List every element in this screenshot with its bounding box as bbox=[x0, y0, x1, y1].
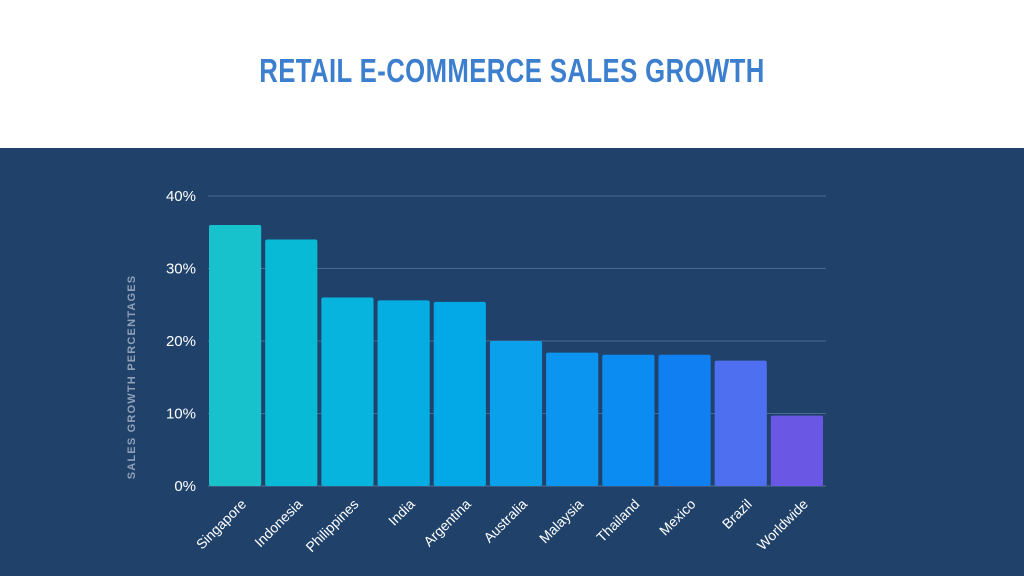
bar-philippines bbox=[321, 297, 374, 486]
x-tick-label: India bbox=[385, 496, 418, 529]
x-tick-label: Mexico bbox=[656, 496, 699, 539]
x-tick-label: Thailand bbox=[593, 496, 642, 545]
bar-brazil bbox=[714, 360, 767, 486]
bar-malaysia bbox=[546, 352, 599, 486]
bar-indonesia bbox=[265, 239, 318, 486]
bar-india bbox=[377, 300, 430, 486]
x-tick-label: Singapore bbox=[193, 496, 250, 553]
x-tick-label: Australia bbox=[480, 496, 530, 546]
x-tick-label: Malaysia bbox=[536, 496, 587, 547]
title-band bbox=[0, 0, 1024, 148]
bar-thailand bbox=[602, 354, 655, 486]
x-tick-label: Brazil bbox=[719, 496, 755, 532]
y-tick-label: 20% bbox=[166, 333, 196, 350]
x-tick-label: Indonesia bbox=[251, 496, 305, 550]
x-tick-label: Philippines bbox=[302, 496, 361, 555]
y-tick-label: 0% bbox=[174, 478, 196, 495]
y-axis-ticks: 0% 10% 20% 30% 40% bbox=[166, 188, 196, 495]
bar-worldwide bbox=[770, 415, 823, 486]
bar-australia bbox=[489, 341, 543, 486]
y-tick-label: 30% bbox=[166, 261, 196, 278]
bar-argentina bbox=[433, 301, 486, 486]
x-tick-label: Argentina bbox=[420, 496, 474, 550]
chart-title: RETAIL E-COMMERCE SALES GROWTH bbox=[259, 52, 765, 89]
y-tick-label: 40% bbox=[166, 188, 196, 205]
x-tick-label: Worldwide bbox=[754, 496, 811, 553]
bar-mexico bbox=[658, 354, 711, 486]
bar-singapore bbox=[209, 225, 262, 486]
y-tick-label: 10% bbox=[166, 406, 196, 423]
bars bbox=[209, 225, 823, 486]
y-axis-label: SALES GROWTH PERCENTAGES bbox=[126, 275, 138, 480]
